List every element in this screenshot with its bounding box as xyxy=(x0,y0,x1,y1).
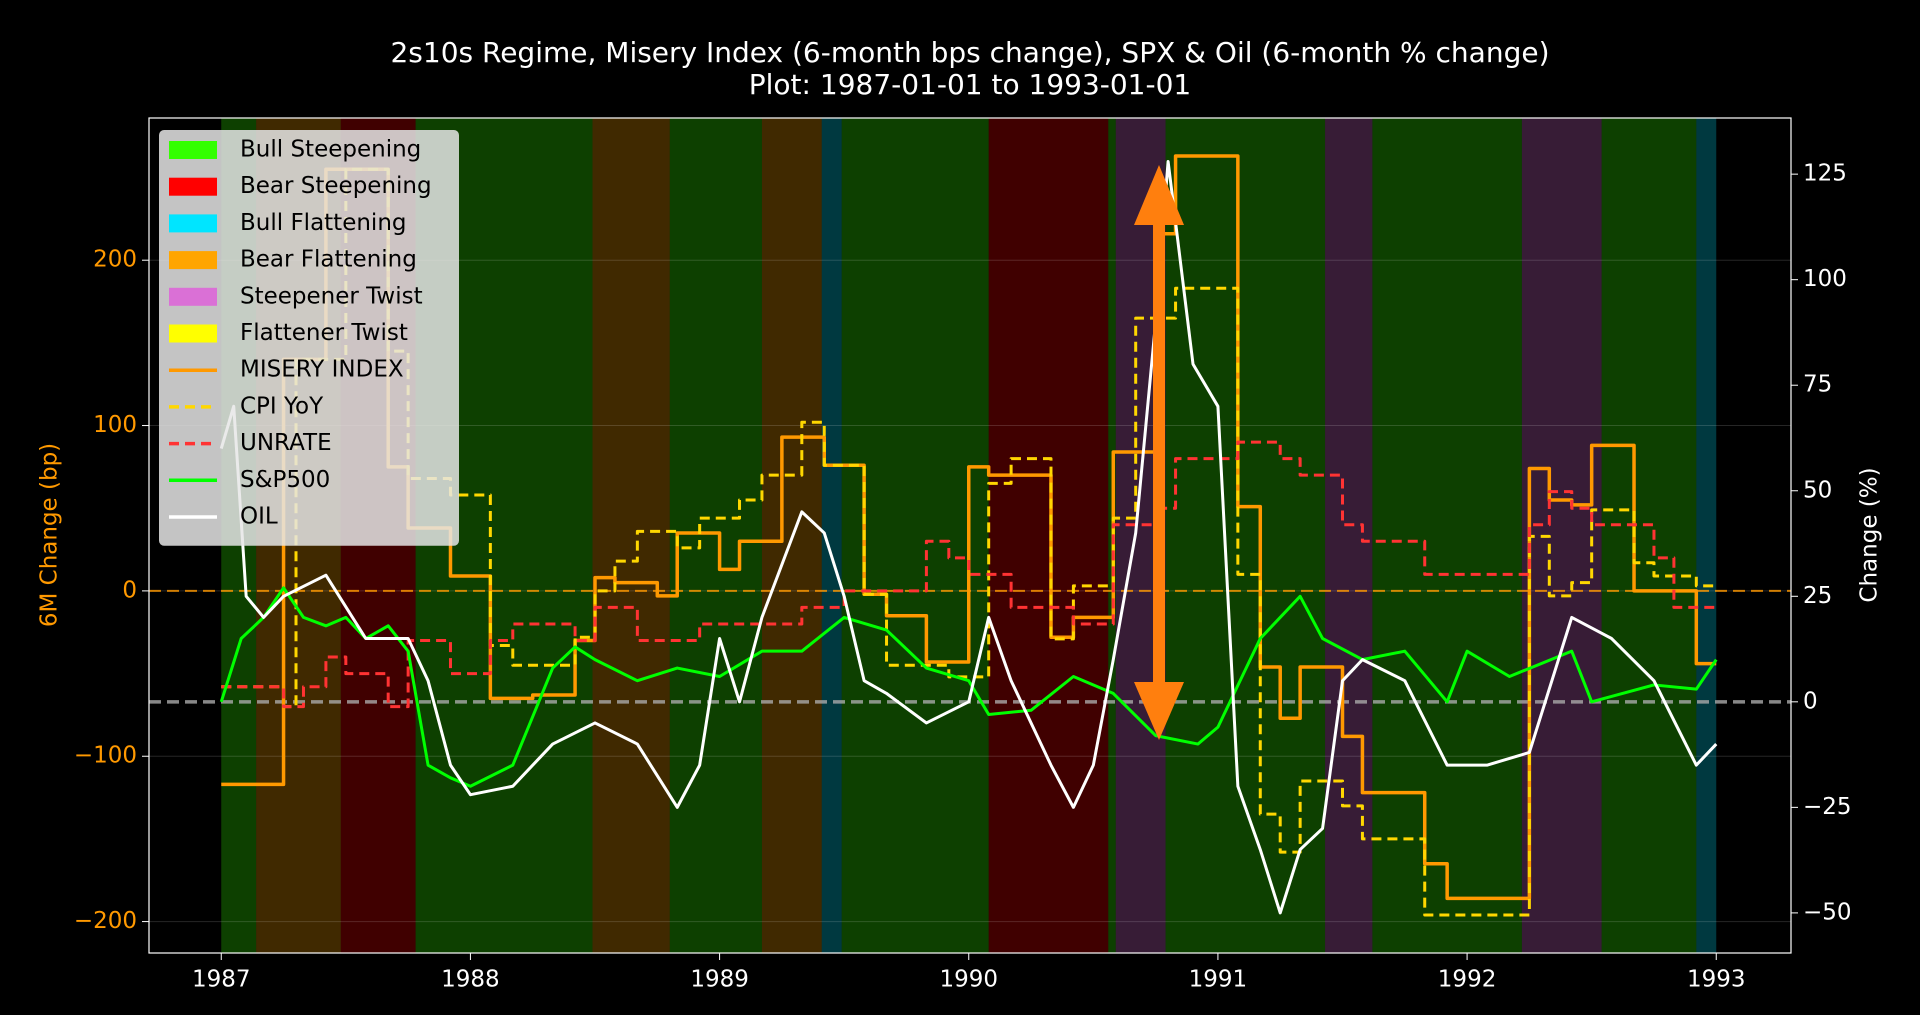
x-tick-label: 1993 xyxy=(1687,967,1746,993)
annotation-arrow xyxy=(1134,165,1184,740)
arrow-head-down xyxy=(1134,682,1184,740)
legend-label: CPI YoY xyxy=(240,393,324,419)
legend-swatch xyxy=(169,141,217,159)
y2-tick-label: 0 xyxy=(1803,688,1818,714)
series-line xyxy=(219,159,1718,915)
legend-label: Steepener Twist xyxy=(240,283,423,309)
legend-box xyxy=(159,130,459,546)
regime-band xyxy=(1601,118,1697,953)
y-tick-label: 100 xyxy=(93,412,137,438)
regime-band xyxy=(669,118,762,953)
legend-swatch xyxy=(169,287,217,306)
y2-tick-label: 25 xyxy=(1803,583,1832,609)
chart-subtitle: Plot: 1987-01-01 to 1993-01-01 xyxy=(749,68,1191,101)
legend-label: UNRATE xyxy=(240,430,332,456)
y2-axis-label: Change (%) xyxy=(1857,467,1883,602)
x-tick-label: 1989 xyxy=(690,967,749,993)
legend-label: Bull Flattening xyxy=(240,210,407,236)
y-tick-label: −100 xyxy=(74,743,137,769)
x-tick-label: 1991 xyxy=(1189,967,1248,993)
x-tick-label: 1987 xyxy=(192,967,251,993)
regime-band xyxy=(1165,118,1326,953)
regime-band xyxy=(1521,118,1602,953)
series-line xyxy=(221,167,1717,917)
y2-tick-label: 100 xyxy=(1803,266,1847,292)
regime-band xyxy=(821,118,842,953)
arrow-head-up xyxy=(1134,165,1184,225)
series-line xyxy=(221,154,1717,901)
y2-tick-label: −50 xyxy=(1803,899,1852,925)
plot-frame xyxy=(148,117,1792,954)
y2-tick-label: 50 xyxy=(1803,477,1832,503)
legend-swatch xyxy=(169,324,217,343)
y-tick-label: −200 xyxy=(74,908,137,934)
legend-swatch xyxy=(169,177,217,196)
y2-tick-label: −25 xyxy=(1803,794,1852,820)
legend-label: Bear Flattening xyxy=(240,247,417,273)
regime-band xyxy=(1696,118,1717,953)
chart-title: 2s10s Regime, Misery Index (6-month bps … xyxy=(390,36,1549,69)
x-tick-label: 1988 xyxy=(441,967,500,993)
regime-band xyxy=(592,118,670,953)
series-lines xyxy=(149,154,1791,917)
regime-band xyxy=(1325,118,1373,953)
regime-band xyxy=(841,118,989,953)
legend-label: Bull Steepening xyxy=(240,137,421,163)
legend-swatch xyxy=(169,251,217,270)
legend-swatch xyxy=(169,214,217,233)
regime-band xyxy=(1372,118,1522,953)
legend: Bull Steepening Bear Steepening Bull Flatt… xyxy=(159,130,459,546)
x-tick-label: 1990 xyxy=(939,967,998,993)
x-tick-label: 1992 xyxy=(1438,967,1497,993)
y2-tick-label: 75 xyxy=(1803,372,1832,398)
y2-tick-label: 125 xyxy=(1803,161,1847,187)
y-tick-label: 0 xyxy=(122,577,137,603)
legend-label: Bear Steepening xyxy=(240,173,432,199)
series-line xyxy=(219,586,1718,788)
legend-label: S&P500 xyxy=(240,467,330,493)
legend-label: MISERY INDEX xyxy=(240,357,404,383)
y-axis-label: 6M Change (bp) xyxy=(37,443,63,627)
y-tick-label: 200 xyxy=(93,247,137,273)
legend-label: Flattener Twist xyxy=(240,320,408,346)
regime-band xyxy=(988,118,1109,953)
axes: −200 −100 0 100 200 −50 −25 0 25 50 75 100 125 1987 19… xyxy=(74,117,1852,993)
legend-label: OIL xyxy=(240,504,278,530)
